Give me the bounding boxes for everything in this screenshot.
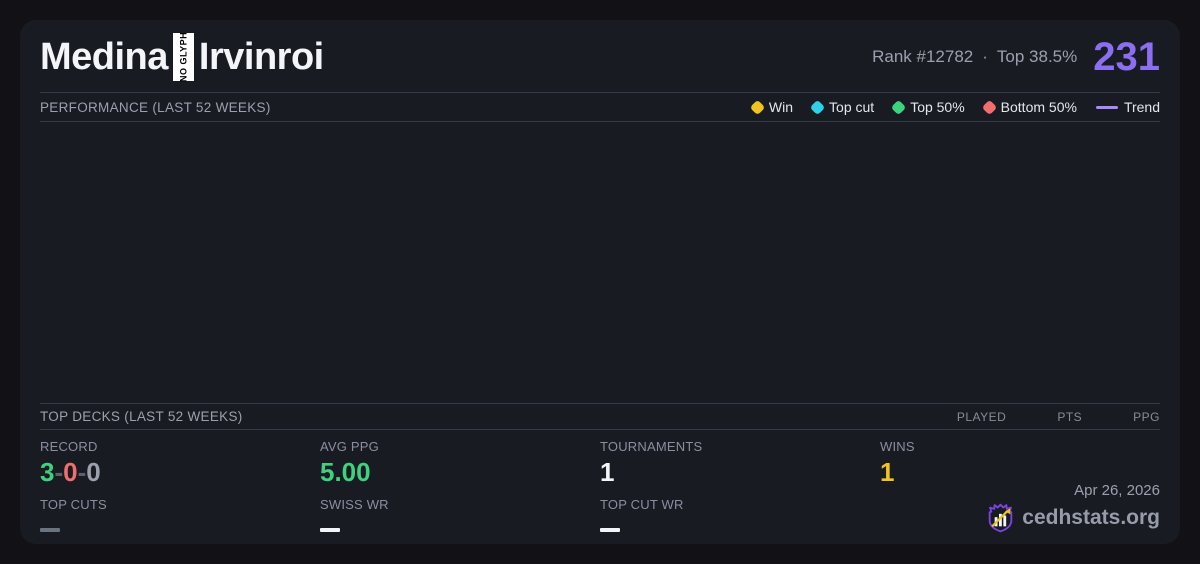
legend-item-top50: Top 50% xyxy=(890,99,965,115)
wins-value: 1 xyxy=(880,457,895,487)
stat-label: SWISS WR xyxy=(320,497,389,512)
player-score: 231 xyxy=(1093,34,1160,79)
top-cuts-empty-value xyxy=(40,528,60,532)
top50-dot-icon xyxy=(890,99,907,115)
stat-tournaments: TOURNAMENTS 1 xyxy=(600,439,880,488)
player-name-title: Medina NO GLYPH Irvinroi xyxy=(40,32,324,82)
top-decks-heading: TOP DECKS (LAST 52 WEEKS) xyxy=(40,409,243,424)
stat-label: AVG PPG xyxy=(320,439,379,454)
rank-top-percent: Top 38.5% xyxy=(996,47,1078,66)
legend-label: Win xyxy=(768,99,794,115)
stat-top-cuts: TOP CUTS xyxy=(40,497,320,532)
legend-label: Top cut xyxy=(829,99,875,115)
legend-item-trend: Trend xyxy=(1095,99,1160,115)
record-value: 3-0-0 xyxy=(40,457,320,488)
record-separator: - xyxy=(54,457,64,487)
stat-avg-ppg: AVG PPG 5.00 xyxy=(320,439,600,488)
top-cut-dot-icon xyxy=(809,99,826,115)
performance-section-header: PERFORMANCE (LAST 52 WEEKS) Win Top cut … xyxy=(40,93,1160,122)
stat-wins: WINS 1 xyxy=(880,439,1160,488)
record-losses: 0 xyxy=(63,457,78,487)
stat-record: RECORD 3-0-0 xyxy=(40,439,320,488)
legend-item-top-cut: Top cut xyxy=(809,99,875,115)
rank-summary: Rank #12782 · Top 38.5% 231 xyxy=(872,35,1160,80)
cedhstats-shield-logo-icon xyxy=(989,503,1013,533)
record-wins: 3 xyxy=(40,457,55,487)
legend-item-win: Win xyxy=(749,99,794,115)
performance-heading: PERFORMANCE (LAST 52 WEEKS) xyxy=(40,99,271,115)
trend-line-icon xyxy=(1095,105,1118,109)
stats-grid: RECORD 3-0-0 AVG PPG 5.00 TOURNAMENTS 1 … xyxy=(40,430,1160,544)
stat-label: TOP CUT WR xyxy=(600,497,684,512)
player-first-name: Medina xyxy=(40,35,168,78)
rank-text: Rank #12782 · Top 38.5% xyxy=(872,47,1077,67)
report-date: Apr 26, 2026 xyxy=(1074,482,1160,499)
record-draws: 0 xyxy=(86,457,101,487)
stat-label: RECORD xyxy=(40,439,98,454)
stat-swiss-wr: SWISS WR xyxy=(320,497,600,532)
column-played: PLAYED xyxy=(956,409,1007,424)
missing-glyph-placeholder: NO GLYPH xyxy=(172,32,194,82)
column-ppg: PPG xyxy=(1133,409,1160,424)
avg-ppg-value: 5.00 xyxy=(320,457,371,487)
player-last-name: Irvinroi xyxy=(198,35,324,78)
card-header: Medina NO GLYPH Irvinroi Rank #12782 · T… xyxy=(40,20,1160,93)
rank-separator: · xyxy=(982,47,988,66)
legend-label: Bottom 50% xyxy=(1000,99,1077,115)
top-decks-columns: PLAYED PTS PPG xyxy=(957,410,1160,424)
player-stats-card: Medina NO GLYPH Irvinroi Rank #12782 · T… xyxy=(20,20,1180,544)
stat-top-cut-wr: TOP CUT WR xyxy=(600,497,880,532)
stat-label: TOURNAMENTS xyxy=(600,439,703,454)
tournaments-value: 1 xyxy=(600,457,615,487)
top-decks-section-header: TOP DECKS (LAST 52 WEEKS) PLAYED PTS PPG xyxy=(40,403,1160,430)
performance-chart-area xyxy=(40,122,1160,403)
win-dot-icon xyxy=(749,99,766,115)
bottom50-dot-icon xyxy=(981,99,997,115)
column-pts: PTS xyxy=(1057,409,1083,424)
rank-number: Rank #12782 xyxy=(872,47,974,66)
chart-legend: Win Top cut Top 50% Bottom 50% Trend xyxy=(749,99,1160,115)
record-separator: - xyxy=(77,457,87,487)
swiss-wr-empty-value xyxy=(320,528,340,532)
stat-label: WINS xyxy=(880,439,915,454)
stat-label: TOP CUTS xyxy=(40,497,107,512)
legend-label: Trend xyxy=(1123,99,1160,115)
legend-label: Top 50% xyxy=(910,99,965,115)
brand-name: cedhstats.org xyxy=(1022,506,1160,529)
top-cut-wr-empty-value xyxy=(600,528,620,532)
brand: cedhstats.org xyxy=(987,503,1160,533)
card-footer: Apr 26, 2026 cedhstats.org xyxy=(987,482,1160,533)
legend-item-bottom50: Bottom 50% xyxy=(981,99,1077,115)
